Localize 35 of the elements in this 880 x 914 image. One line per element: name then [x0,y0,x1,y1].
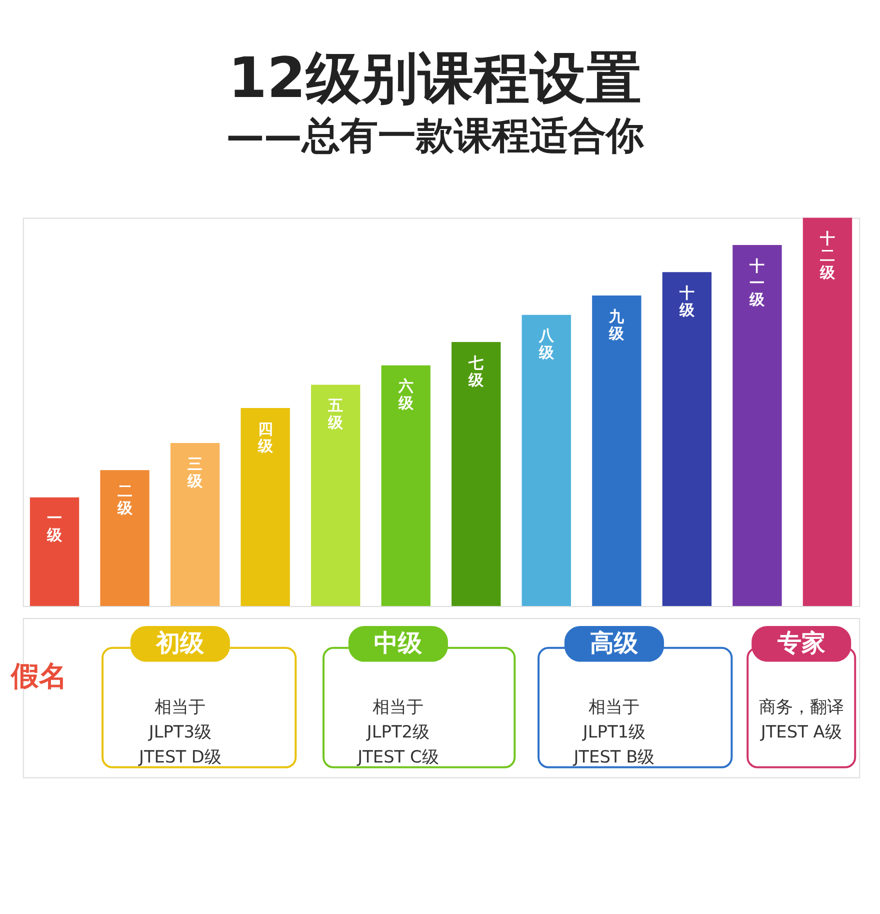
x-tick-label: 十二级 [818,230,836,282]
text: 假名 [10,660,67,693]
text: 高级 [590,628,640,657]
bar [381,365,430,606]
x-tick-label: 七级 [468,354,485,389]
x-tick-label: 八级 [538,326,555,362]
text: 相当于 JLPT3级 JTEST D级 [138,696,222,766]
x-tick-label: 六级 [397,377,414,412]
x-tick-label: 二级 [116,482,134,517]
chart-subtitle: ——总有一款课程适合你 [226,114,644,158]
text: 中级 [374,628,424,657]
bar [240,408,290,606]
text: 专家 [776,628,826,657]
text: 相当于 JLPT2级 JTEST C级 [356,696,439,766]
bar [662,272,712,606]
bar [311,384,360,606]
bar [100,470,150,606]
text: 相当于 JLPT1级 JTEST B级 [572,696,655,766]
chart-title: 12级别课程设置 [228,46,642,111]
x-tick-label: 十一级 [748,256,766,309]
x-tick-label: 十级 [678,284,696,319]
x-tick-label: 一级 [46,509,64,544]
x-tick-label: 三级 [186,454,204,490]
bar [452,342,501,606]
bar [732,244,782,606]
x-tick-label: 五级 [327,396,344,432]
bar [802,218,852,606]
bar [30,497,80,606]
x-tick-label: 四级 [256,420,274,455]
text: 初级 [155,628,206,657]
text: 商务，翻译 JTEST A级 [758,696,844,742]
bar [170,442,220,606]
bar [522,314,571,606]
bar [592,295,642,606]
x-tick-label: 九级 [608,307,626,342]
